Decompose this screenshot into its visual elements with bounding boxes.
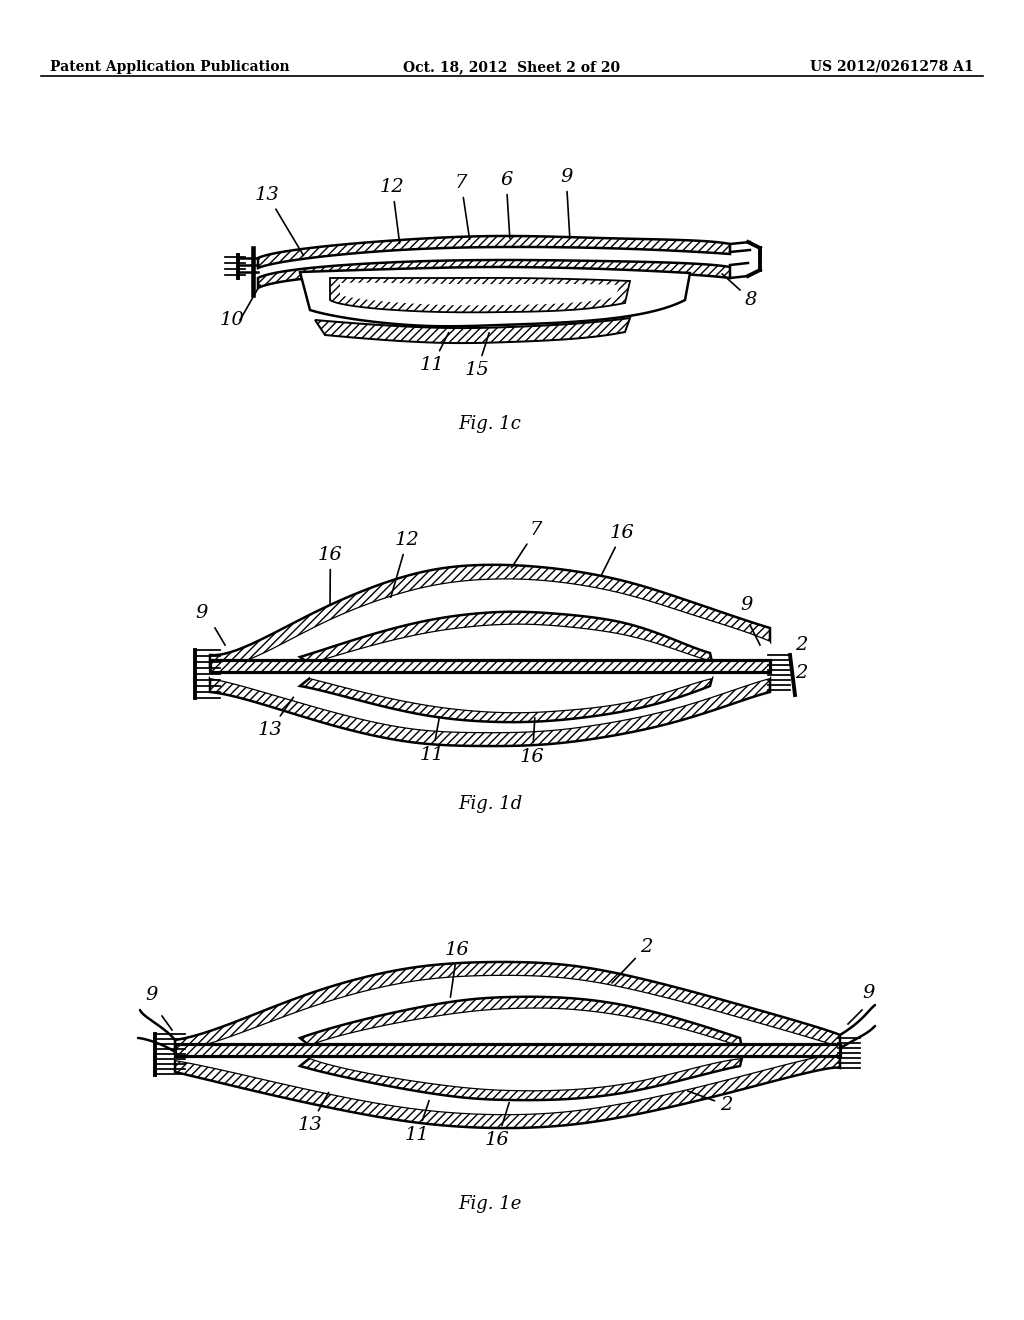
Text: US 2012/0261278 A1: US 2012/0261278 A1 xyxy=(810,59,974,74)
Polygon shape xyxy=(258,260,730,288)
Text: 16: 16 xyxy=(601,524,635,576)
Text: 11: 11 xyxy=(420,333,449,374)
Polygon shape xyxy=(330,279,630,313)
Polygon shape xyxy=(300,1059,742,1100)
Polygon shape xyxy=(300,678,712,722)
Text: 16: 16 xyxy=(485,1102,510,1148)
Polygon shape xyxy=(300,611,712,664)
Text: 16: 16 xyxy=(520,718,545,766)
Text: 11: 11 xyxy=(420,717,444,764)
Text: 15: 15 xyxy=(465,333,489,379)
Text: 12: 12 xyxy=(380,178,404,243)
Polygon shape xyxy=(210,678,770,746)
Text: Patent Application Publication: Patent Application Publication xyxy=(50,59,290,74)
Text: 2: 2 xyxy=(795,664,807,682)
Text: Fig. 1d: Fig. 1d xyxy=(458,795,522,813)
Text: 16: 16 xyxy=(445,941,470,997)
Polygon shape xyxy=(210,565,770,668)
Text: 16: 16 xyxy=(318,546,343,606)
Polygon shape xyxy=(258,236,730,268)
Text: 8: 8 xyxy=(722,273,758,309)
Text: 13: 13 xyxy=(255,186,303,256)
Polygon shape xyxy=(175,975,840,1114)
Text: Oct. 18, 2012  Sheet 2 of 20: Oct. 18, 2012 Sheet 2 of 20 xyxy=(403,59,621,74)
Text: 9: 9 xyxy=(862,983,874,1002)
Polygon shape xyxy=(210,579,770,733)
Polygon shape xyxy=(300,267,690,326)
Polygon shape xyxy=(300,997,742,1048)
Polygon shape xyxy=(210,660,770,672)
Polygon shape xyxy=(310,1008,742,1090)
Polygon shape xyxy=(340,282,620,305)
Text: Fig. 1e: Fig. 1e xyxy=(459,1195,521,1213)
Text: 9: 9 xyxy=(560,168,572,238)
Text: 12: 12 xyxy=(391,531,420,598)
Text: 6: 6 xyxy=(500,172,512,238)
Polygon shape xyxy=(175,1044,840,1056)
Text: 2: 2 xyxy=(687,1090,732,1114)
Text: 9: 9 xyxy=(195,605,208,622)
Text: 2: 2 xyxy=(795,636,807,653)
Text: Fig. 1c: Fig. 1c xyxy=(459,414,521,433)
Text: 7: 7 xyxy=(512,521,543,568)
Polygon shape xyxy=(175,962,840,1052)
Text: 11: 11 xyxy=(406,1101,430,1144)
Polygon shape xyxy=(315,318,630,343)
Text: 9: 9 xyxy=(145,986,158,1005)
Polygon shape xyxy=(175,1053,840,1129)
Text: 10: 10 xyxy=(220,312,245,329)
Polygon shape xyxy=(310,624,712,711)
Text: 7: 7 xyxy=(455,174,470,239)
Text: 2: 2 xyxy=(612,939,652,983)
Text: 13: 13 xyxy=(258,697,294,739)
Text: 13: 13 xyxy=(298,1093,329,1134)
Text: 9: 9 xyxy=(740,597,753,614)
